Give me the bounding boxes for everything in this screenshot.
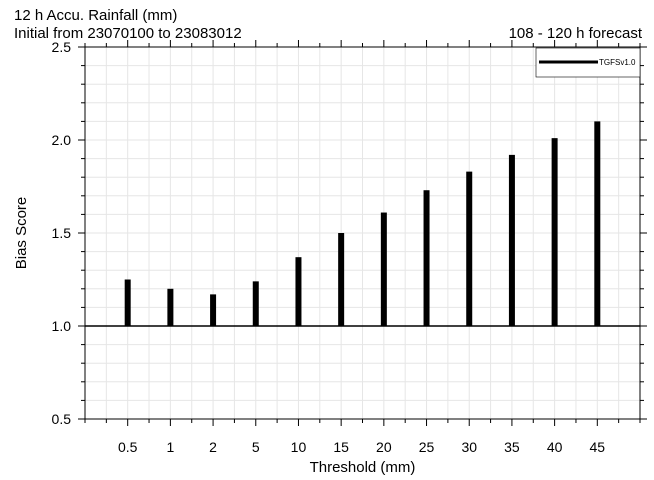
bar	[124, 279, 131, 326]
bar	[167, 288, 174, 326]
y-tick-label: 1.0	[52, 318, 72, 334]
legend-label: TGFSv1.0	[599, 58, 636, 67]
x-axis-label: Threshold (mm)	[310, 459, 416, 476]
x-tick-label: 30	[461, 439, 477, 455]
tick-labels: 0.51.01.52.02.50.5 1 2 5 10 15 20 25 30 35 40 45	[52, 39, 606, 455]
grid-lines	[85, 47, 640, 419]
bar	[210, 294, 217, 326]
y-tick-label: 2.5	[52, 39, 72, 55]
axis-ticks	[78, 40, 647, 426]
bar	[338, 233, 345, 326]
x-tick-label: 5	[252, 439, 260, 455]
bar	[423, 190, 430, 326]
x-tick-label: 0.5	[118, 439, 138, 455]
y-tick-label: 2.0	[52, 132, 72, 148]
bar	[252, 281, 259, 326]
chart-subtitle: Initial from 23070100 to 23083012	[14, 25, 242, 42]
forecast-range-label: 108 - 120 h forecast	[508, 25, 642, 42]
bar	[380, 212, 387, 326]
bar	[295, 257, 302, 326]
bar	[508, 154, 515, 326]
bar	[551, 138, 558, 326]
bar	[466, 171, 473, 326]
y-tick-label: 1.5	[52, 225, 72, 241]
bar	[594, 121, 601, 327]
y-tick-label: 0.5	[52, 411, 72, 427]
bars	[124, 121, 601, 327]
x-tick-label: 20	[376, 439, 392, 455]
x-tick-label: 45	[590, 439, 606, 455]
legend: TGFSv1.0	[535, 47, 641, 78]
y-axis-label: Bias Score	[13, 197, 30, 270]
x-tick-label: 15	[333, 439, 349, 455]
x-tick-label: 25	[419, 439, 435, 455]
x-tick-label: 10	[291, 439, 307, 455]
chart-title: 12 h Accu. Rainfall (mm)	[14, 7, 178, 24]
x-tick-label: 40	[547, 439, 563, 455]
x-tick-label: 35	[504, 439, 520, 455]
x-tick-label: 1	[166, 439, 174, 455]
x-tick-label: 2	[209, 439, 217, 455]
